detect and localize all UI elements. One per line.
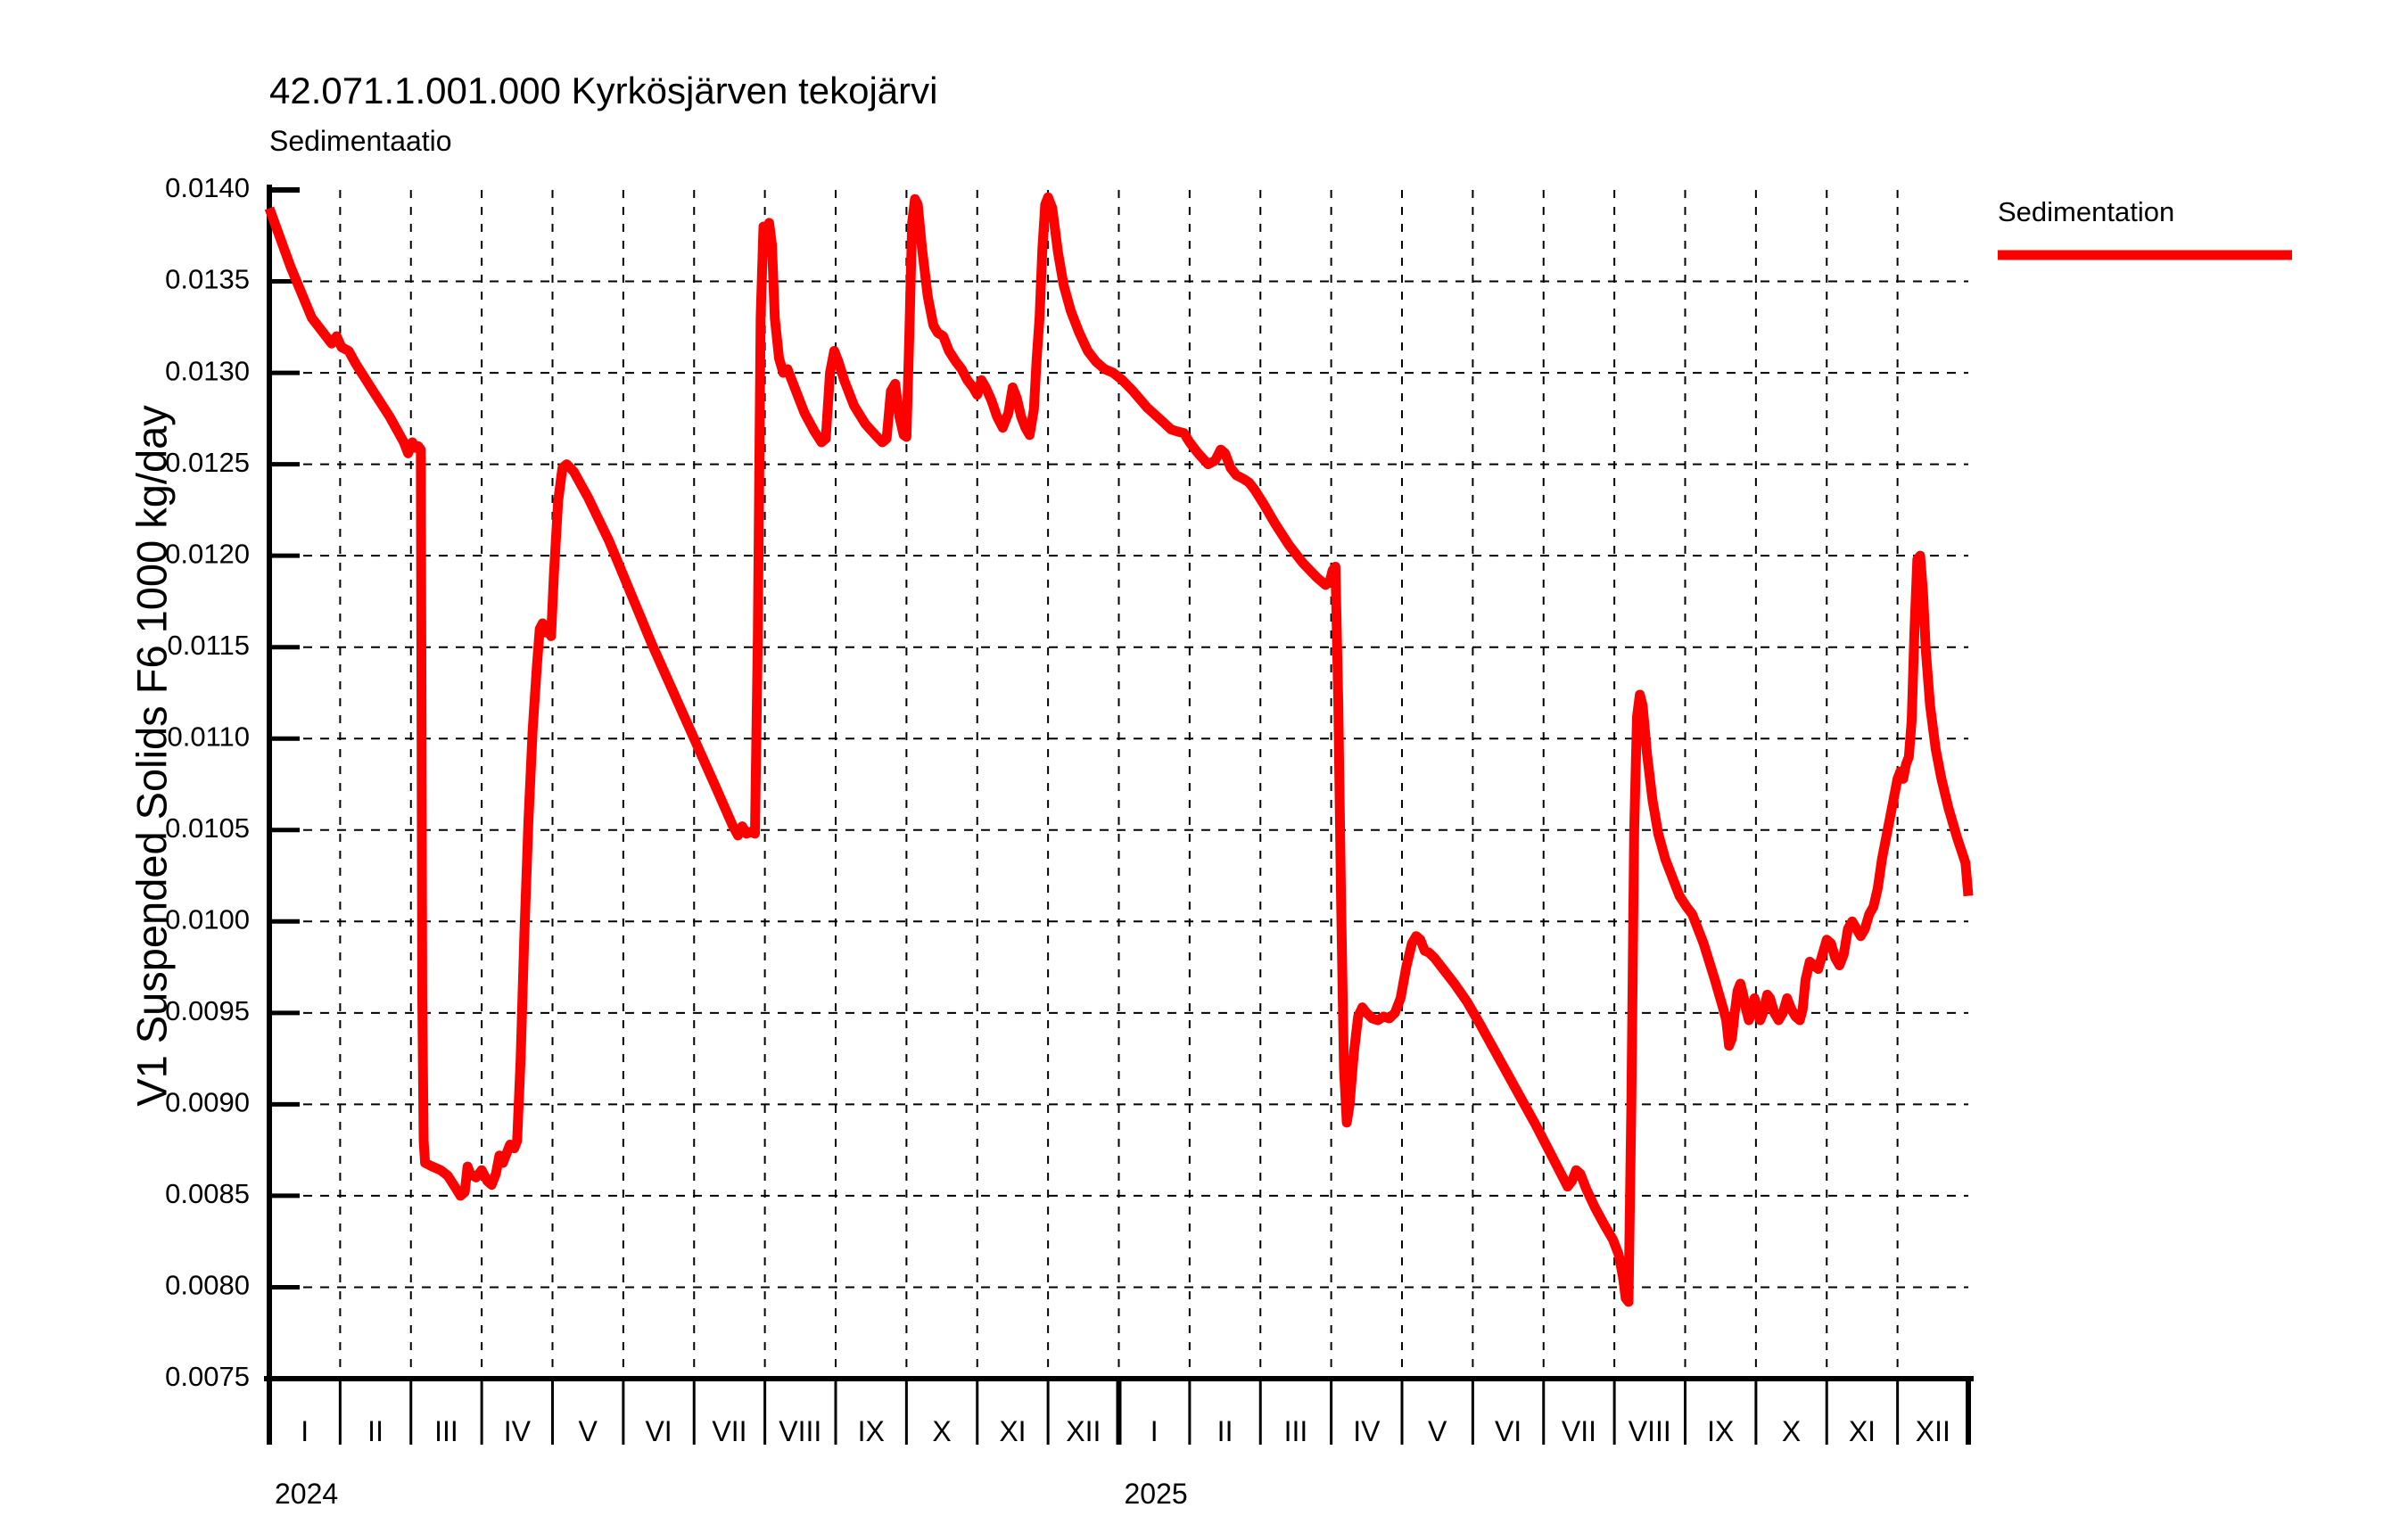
- chart-legend: Sedimentation: [1998, 196, 2292, 260]
- x-tick-label-month: IX: [1707, 1415, 1734, 1447]
- x-tick-label-month: X: [1782, 1415, 1801, 1447]
- y-tick-label: 0.0120: [165, 538, 250, 569]
- y-tick-label: 0.0115: [167, 630, 250, 661]
- x-axis-year-label: 2025: [1125, 1478, 1188, 1510]
- y-tick-label: 0.0105: [165, 812, 250, 844]
- gridlines: [269, 190, 1968, 1380]
- y-tick-label: 0.0130: [165, 355, 250, 386]
- axis-lines: [264, 185, 1974, 1445]
- y-tick-label: 0.0135: [165, 264, 250, 295]
- y-tick-label: 0.0140: [165, 172, 250, 203]
- x-tick-label-month: VI: [1495, 1415, 1521, 1447]
- x-tick-label-month: XII: [1916, 1415, 1950, 1447]
- x-tick-label-month: VIII: [779, 1415, 821, 1447]
- x-tick-label-month: XI: [999, 1415, 1026, 1447]
- x-tick-label-month: XII: [1066, 1415, 1101, 1447]
- x-tick-label-month: I: [1150, 1415, 1159, 1447]
- x-tick-label-month: III: [434, 1415, 458, 1447]
- y-tick-label: 0.0125: [165, 447, 250, 478]
- y-tick-label: 0.0110: [167, 721, 250, 752]
- x-tick-label-month: VIII: [1629, 1415, 1671, 1447]
- series-line-0: [264, 192, 1974, 1307]
- x-axis-year-label: 2024: [275, 1478, 338, 1510]
- data-series: [264, 192, 1974, 1307]
- x-tick-label-month: VI: [645, 1415, 672, 1447]
- y-tick-label: 0.0090: [165, 1087, 250, 1118]
- page-title: 42.071.1.001.000 Kyrkösjärven tekojärvi: [269, 70, 938, 111]
- chart-subtitle: Sedimentaatio: [269, 125, 452, 157]
- x-tick-label-month: X: [932, 1415, 951, 1447]
- y-tick-label: 0.0085: [165, 1178, 250, 1209]
- y-axis-ticks: 0.0140 0.0135 0.0130 0.0125 0.0120 0.0115 0.01…: [165, 172, 300, 1392]
- x-tick-label-month: II: [1217, 1415, 1233, 1447]
- x-tick-label-month: V: [1428, 1415, 1447, 1447]
- y-tick-label: 0.0100: [165, 903, 250, 935]
- x-tick-label-month: XI: [1849, 1415, 1876, 1447]
- x-tick-label-month: II: [367, 1415, 383, 1447]
- y-tick-label: 0.0095: [165, 995, 250, 1026]
- x-axis-ticks: I II III IV V VI VII VIII IX X XI XII I II III IV V VI VII…: [267, 1379, 1971, 1510]
- x-tick-label-month: IX: [858, 1415, 885, 1447]
- x-tick-label-month: VII: [1562, 1415, 1596, 1447]
- y-tick-label: 0.0075: [165, 1361, 250, 1392]
- x-tick-label-month: I: [301, 1415, 309, 1447]
- x-tick-label-month: IV: [1353, 1415, 1381, 1447]
- x-tick-label-month: V: [579, 1415, 598, 1447]
- x-tick-label-month: VII: [712, 1415, 746, 1447]
- x-tick-label-month: III: [1284, 1415, 1308, 1447]
- y-tick-label: 0.0080: [165, 1270, 250, 1301]
- legend-label: Sedimentation: [1998, 196, 2174, 227]
- x-tick-label-month: IV: [504, 1415, 532, 1447]
